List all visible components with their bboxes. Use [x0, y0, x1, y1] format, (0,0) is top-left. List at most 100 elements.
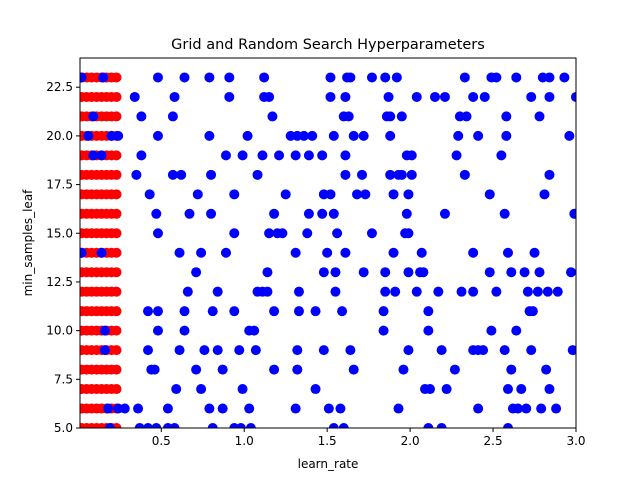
random-search-point [544, 384, 555, 395]
random-search-point [269, 208, 280, 219]
random-search-point [348, 130, 359, 141]
random-search-point [252, 169, 263, 180]
random-search-point [456, 286, 467, 297]
random-search-point [131, 169, 142, 180]
random-search-point [388, 189, 399, 200]
plot-frame [79, 57, 577, 429]
random-search-point [144, 189, 155, 200]
random-search-point [317, 150, 328, 161]
random-search-point [152, 72, 163, 83]
random-search-point [571, 91, 576, 102]
random-search-point [340, 150, 351, 161]
random-search-point [224, 72, 235, 83]
random-search-point [378, 325, 389, 336]
random-search-point [436, 423, 447, 428]
random-search-point [569, 208, 576, 219]
random-search-point [541, 364, 552, 375]
random-search-point [380, 267, 391, 278]
random-search-point [171, 384, 182, 395]
random-search-point [393, 403, 404, 414]
random-search-point [506, 364, 517, 375]
random-search-point [328, 423, 339, 428]
random-search-point [360, 189, 371, 200]
random-search-point [468, 286, 479, 297]
random-search-point [83, 130, 94, 141]
random-search-point [302, 228, 313, 239]
random-search-point [259, 72, 270, 83]
grid-search-point [111, 267, 122, 278]
random-search-point [536, 403, 547, 414]
random-search-point [290, 403, 301, 414]
chart-title: Grid and Random Search Hyperparameters [171, 37, 485, 53]
random-search-point [113, 130, 124, 141]
grid-search-point [111, 189, 122, 200]
random-search-point [96, 150, 107, 161]
random-search-point [143, 306, 154, 317]
random-search-point [526, 91, 537, 102]
random-search-point [511, 325, 522, 336]
grid-search-point [111, 384, 122, 395]
random-search-point [345, 345, 356, 356]
x-tick-label: 3.0 [566, 434, 585, 448]
random-search-point [88, 111, 99, 122]
random-search-point [484, 189, 495, 200]
random-search-point [459, 169, 470, 180]
random-search-point [303, 150, 314, 161]
random-search-point [416, 247, 427, 258]
random-search-point [502, 384, 513, 395]
random-search-point [526, 345, 537, 356]
grid-search-point [111, 325, 122, 336]
y-tick-label: 22.5 [46, 80, 73, 94]
random-search-point [167, 169, 178, 180]
grid-search-point [111, 208, 122, 219]
random-search-point [196, 247, 207, 258]
random-search-point [293, 306, 304, 317]
random-search-point [133, 403, 144, 414]
grid-search-point [111, 169, 122, 180]
random-search-point [411, 91, 422, 102]
random-search-point [378, 306, 389, 317]
random-search-point [534, 111, 545, 122]
random-search-point [217, 403, 228, 414]
y-tick-label: 5.0 [54, 421, 73, 435]
random-search-point [403, 267, 414, 278]
random-search-point [249, 325, 260, 336]
x-tick-label: 2.5 [484, 434, 503, 448]
random-search-point [380, 72, 391, 83]
grid-search-point [111, 72, 122, 83]
random-search-point [430, 91, 440, 102]
random-search-point [264, 91, 275, 102]
y-axis: 5.0 7.5 10.0 12.5 15.0 17.5 20.0 22.5 [46, 80, 80, 435]
random-search-point [152, 130, 163, 141]
random-search-point [325, 72, 336, 83]
random-search-point [357, 169, 368, 180]
random-search-point [310, 306, 321, 317]
y-tick-label: 20.0 [46, 129, 73, 143]
random-search-point [292, 345, 303, 356]
random-search-point [340, 247, 351, 258]
random-search-point [325, 91, 336, 102]
random-search-point [332, 228, 343, 239]
random-search-point [317, 208, 328, 219]
grid-search-point [111, 247, 122, 258]
random-search-point [310, 384, 321, 395]
random-search-point [439, 91, 450, 102]
random-search-point [539, 189, 550, 200]
random-search-point [152, 325, 163, 336]
random-search-point [290, 150, 301, 161]
random-search-point [235, 423, 246, 428]
random-search-point [143, 345, 154, 356]
random-search-point [204, 403, 215, 414]
random-search-point [388, 247, 399, 258]
random-search-point [423, 306, 434, 317]
x-tick-label: 2.0 [401, 434, 420, 448]
random-search-point [220, 247, 231, 258]
random-search-point [516, 384, 527, 395]
random-search-point [167, 111, 178, 122]
random-search-point [182, 286, 193, 297]
random-search-point [484, 267, 495, 278]
x-tick-label: 0.5 [152, 434, 171, 448]
random-search-point [179, 325, 190, 336]
random-search-point [559, 72, 570, 83]
random-search-point [169, 91, 180, 102]
